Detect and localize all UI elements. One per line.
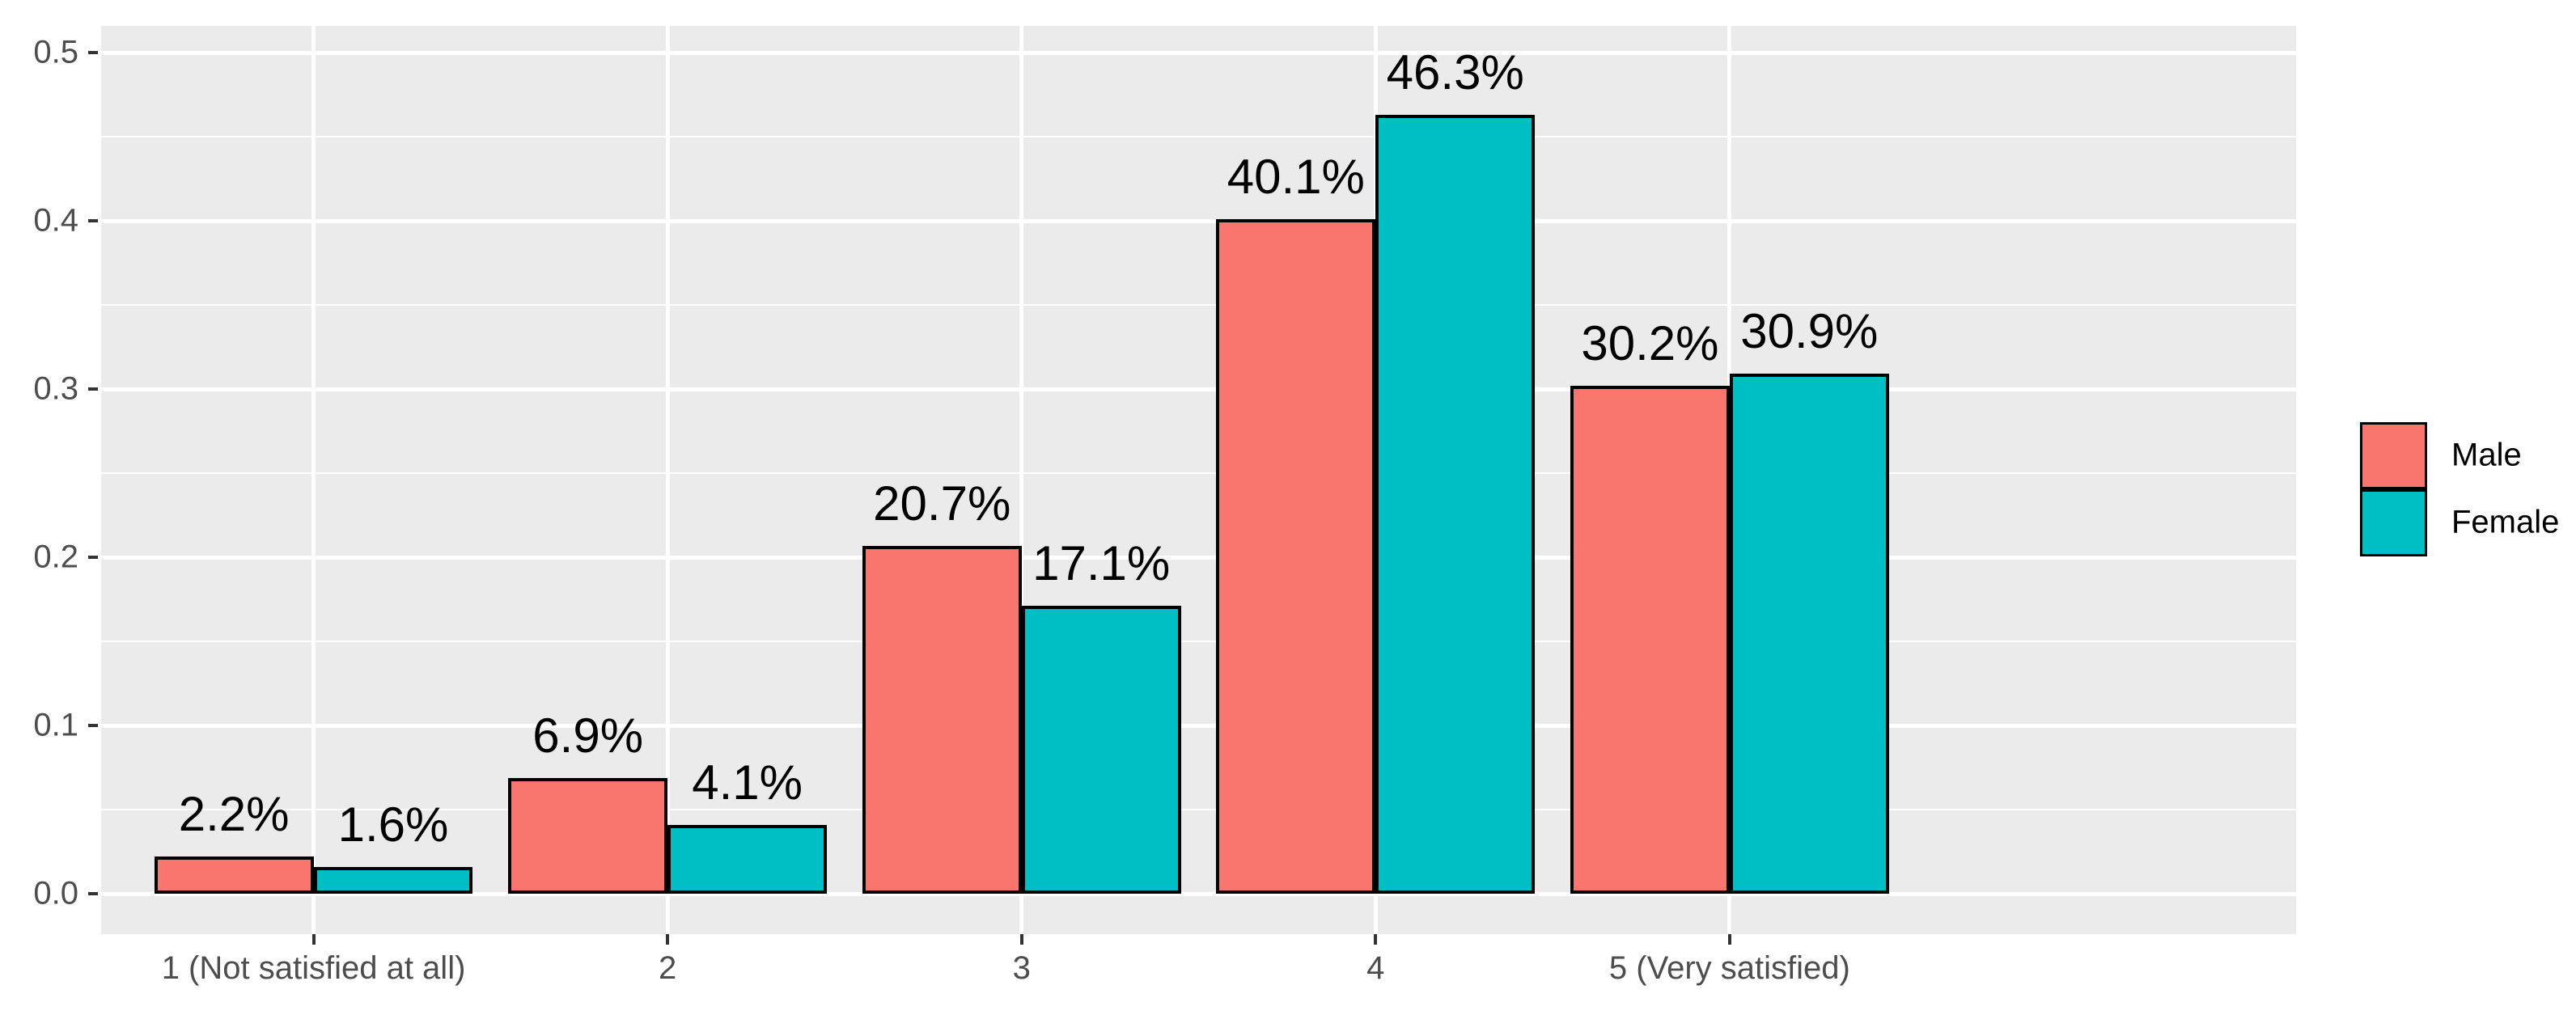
y-axis-tick-label: 0.5 <box>33 34 78 70</box>
y-axis-tick <box>88 556 98 560</box>
y-axis-tick <box>88 387 98 391</box>
male-legend-key <box>2360 421 2427 489</box>
female-bar <box>313 866 473 895</box>
y-axis-tick-label: 0.3 <box>33 370 78 407</box>
male-legend-label: Male <box>2451 437 2522 473</box>
major-gridline-horizontal <box>101 50 2296 55</box>
bar-value-label: 1.6% <box>337 797 449 852</box>
female-bar <box>1375 115 1536 895</box>
y-axis-tick-label: 0.2 <box>33 539 78 575</box>
male-bar <box>1570 386 1730 895</box>
y-axis-tick-label: 0.1 <box>33 707 78 743</box>
female-legend-key <box>2360 489 2427 556</box>
y-axis-tick-label: 0.4 <box>33 202 78 239</box>
y-axis-tick <box>88 724 98 728</box>
major-gridline-horizontal <box>101 723 2296 728</box>
bar-value-label: 46.3% <box>1386 45 1524 100</box>
female-bar <box>667 824 828 895</box>
plot-panel: 2.2% 6.9% 20.7% 40.1% 30.2% 1.6% 4.1% 17.1% 46.3… <box>101 26 2296 934</box>
bar-value-label: 40.1% <box>1227 150 1365 205</box>
bar-value-label: 17.1% <box>1032 536 1171 591</box>
major-gridline-horizontal <box>101 891 2296 896</box>
major-gridline-vertical <box>311 26 316 934</box>
female-bar <box>1021 606 1181 895</box>
male-bar <box>862 545 1022 895</box>
major-gridline-horizontal <box>101 555 2296 560</box>
male-bar <box>154 856 314 895</box>
bar-value-label: 30.9% <box>1740 304 1879 359</box>
minor-gridline <box>101 136 2296 138</box>
bar-value-label: 6.9% <box>532 708 644 763</box>
major-gridline-vertical <box>665 26 670 934</box>
minor-gridline <box>101 472 2296 475</box>
minor-gridline <box>101 304 2296 307</box>
x-axis-tick <box>1727 934 1731 945</box>
x-axis-tick <box>311 934 316 945</box>
bar-value-label: 4.1% <box>692 755 803 810</box>
minor-gridline <box>101 641 2296 643</box>
bar-value-label: 2.2% <box>178 787 290 842</box>
x-axis-tick <box>1374 934 1378 945</box>
x-axis-tick-label: 3 <box>1012 950 1031 986</box>
bar-value-label: 30.2% <box>1581 316 1719 371</box>
major-gridline-horizontal <box>101 387 2296 391</box>
x-axis-tick <box>666 934 670 945</box>
x-axis-tick-label: 1 (Not satisfied at all) <box>161 950 466 986</box>
y-axis-tick <box>88 51 98 55</box>
female-bar <box>1729 374 1889 895</box>
bar-value-label: 20.7% <box>873 476 1011 531</box>
major-gridline-horizontal <box>101 218 2296 223</box>
x-axis-tick-label: 2 <box>659 950 677 986</box>
male-bar <box>508 777 668 895</box>
female-legend-label: Female <box>2451 504 2560 540</box>
y-axis-tick-label: 0.0 <box>33 875 78 911</box>
y-axis-tick <box>88 219 98 223</box>
male-bar <box>1216 219 1376 895</box>
x-axis-tick-label: 4 <box>1366 950 1385 986</box>
x-axis-tick <box>1019 934 1023 945</box>
major-gridline-vertical <box>1019 26 1024 934</box>
y-axis-tick <box>88 892 98 896</box>
x-axis-tick-label: 5 (Very satisfied) <box>1608 950 1850 986</box>
minor-gridline <box>101 809 2296 811</box>
